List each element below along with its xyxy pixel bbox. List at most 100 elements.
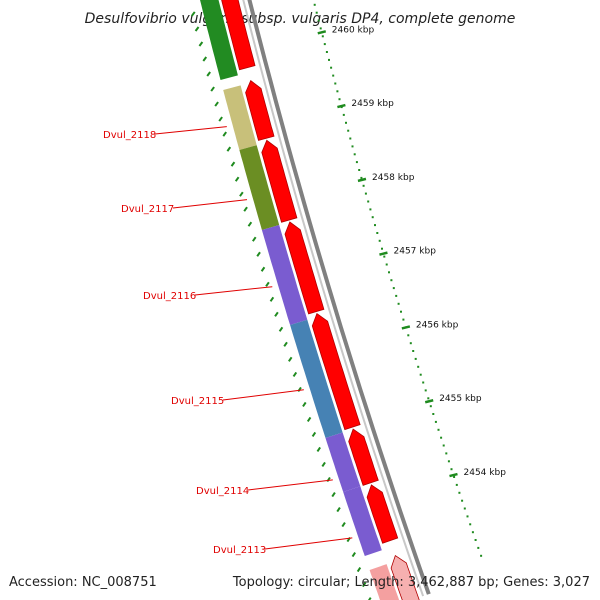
inner-tick-mark <box>311 431 317 438</box>
inner-tick-mark <box>256 251 261 257</box>
gene-block-dvul_2114 <box>325 432 361 492</box>
gene-label-dvul_2113: Dvul_2113 <box>213 545 266 556</box>
inner-tick-mark <box>341 522 346 528</box>
inner-tick-mark <box>222 131 227 137</box>
inner-tick-mark <box>218 116 223 122</box>
scale-dot <box>336 90 339 93</box>
cds-arrow <box>261 139 298 223</box>
topology-text: Topology: circular; Length: 3,462,887 bp… <box>232 575 590 590</box>
cds-arrow <box>366 484 399 544</box>
scale-dot <box>480 554 483 557</box>
scale-tick-label: 2457 kbp <box>394 247 437 257</box>
scale-dot <box>371 216 374 219</box>
gene-label-dvul_2118: Dvul_2118 <box>103 130 156 141</box>
scale-dot <box>323 43 326 46</box>
backbone-line <box>247 0 431 595</box>
scale-major-tick <box>449 472 458 478</box>
cds-arrow <box>245 79 275 141</box>
inner-tick-mark <box>336 506 341 513</box>
gene-label-dvul_2117: Dvul_2117 <box>121 204 174 215</box>
scale-dot <box>315 11 318 14</box>
inner-tick-mark <box>243 206 248 212</box>
scale-dot <box>455 483 458 486</box>
inner-tick-mark <box>260 266 266 272</box>
gene-block-dvul_2117 <box>239 145 280 230</box>
scale-dot <box>409 342 412 345</box>
scale-dot <box>419 373 422 376</box>
scale-tick-label: 2456 kbp <box>416 320 459 330</box>
scale-dot <box>390 279 393 282</box>
gene-block-dvul_2113 <box>343 486 382 556</box>
scale-tick-label: 2459 kbp <box>351 99 394 109</box>
inner-tick-mark <box>306 416 312 422</box>
gene-leader-line <box>172 199 248 209</box>
map-layer: 2460 kbp 2459 kbp 2458 kbp 2457 kbp 2456 kbp… <box>103 0 506 600</box>
scale-dot <box>400 310 402 313</box>
scale-major-tick <box>401 325 411 330</box>
gene-label-dvul_2116: Dvul_2116 <box>143 291 196 302</box>
inner-tick-mark <box>274 311 279 317</box>
scale-dot <box>374 224 376 227</box>
inner-tick-mark <box>198 41 204 47</box>
scale-dot <box>417 365 420 368</box>
inner-tick-mark <box>356 567 362 573</box>
scale-dot <box>440 436 443 439</box>
scale-dot <box>362 184 365 187</box>
inner-tick-mark <box>194 26 200 32</box>
scale-dot <box>332 74 335 77</box>
scale-major-tick <box>357 177 367 183</box>
scale-tick-label: 2454 kbp <box>464 468 507 478</box>
scale-dot <box>434 420 437 423</box>
inner-tick-mark <box>321 461 326 468</box>
scale-dot <box>450 468 453 471</box>
scale-dot <box>466 515 469 518</box>
downstream-gene-block <box>369 564 400 600</box>
scale-dot <box>349 137 352 140</box>
gene-label-dvul_2114: Dvul_2114 <box>196 486 249 497</box>
scale-dot <box>328 58 330 61</box>
scale-dot <box>458 491 461 494</box>
inner-tick-mark <box>269 296 275 302</box>
accession-text: Accession: NC_008751 <box>9 575 157 590</box>
scale-major-tick <box>424 399 434 404</box>
inner-tick-mark <box>316 446 321 453</box>
scale-dot <box>469 523 472 526</box>
cds-arrow <box>311 312 361 431</box>
gene-leader-line <box>154 126 227 135</box>
inner-tick-mark <box>283 341 288 347</box>
scale-dot <box>345 121 347 124</box>
gene-leader-line <box>247 479 333 491</box>
scale-dot <box>392 287 395 290</box>
cds-arrow <box>390 554 420 600</box>
scale-dot <box>437 428 440 431</box>
scale-dot <box>317 19 320 22</box>
gene-block-dvul_2118 <box>223 85 257 150</box>
scale-dot <box>358 169 361 171</box>
scale-dot <box>427 397 430 400</box>
scale-dot <box>321 35 324 38</box>
scale-dot <box>355 161 358 164</box>
scale-dot <box>378 239 381 242</box>
scale-dot <box>369 208 372 211</box>
inner-tick-mark <box>206 71 211 77</box>
gene-block-dvul_2116 <box>261 225 308 325</box>
inner-tick-mark <box>247 221 253 227</box>
scale-dot <box>385 263 388 266</box>
inner-tick-mark <box>210 86 215 92</box>
scale-dot <box>453 476 456 478</box>
scale-dot <box>422 381 425 384</box>
backbone-inner-line <box>242 0 425 597</box>
gene-leader-line <box>264 537 353 550</box>
scale-dot <box>432 413 435 415</box>
scale-dot <box>388 271 390 274</box>
scale-dot <box>342 113 345 116</box>
scale-tick-label: 2458 kbp <box>372 173 415 183</box>
scale-dot <box>347 129 350 132</box>
scale-dot <box>383 255 386 258</box>
scale-dot <box>461 499 464 502</box>
scale-dot <box>397 302 400 305</box>
scale-dot <box>429 405 432 408</box>
inner-tick-mark <box>190 11 196 17</box>
gene-block-dvul_2115 <box>290 319 343 438</box>
